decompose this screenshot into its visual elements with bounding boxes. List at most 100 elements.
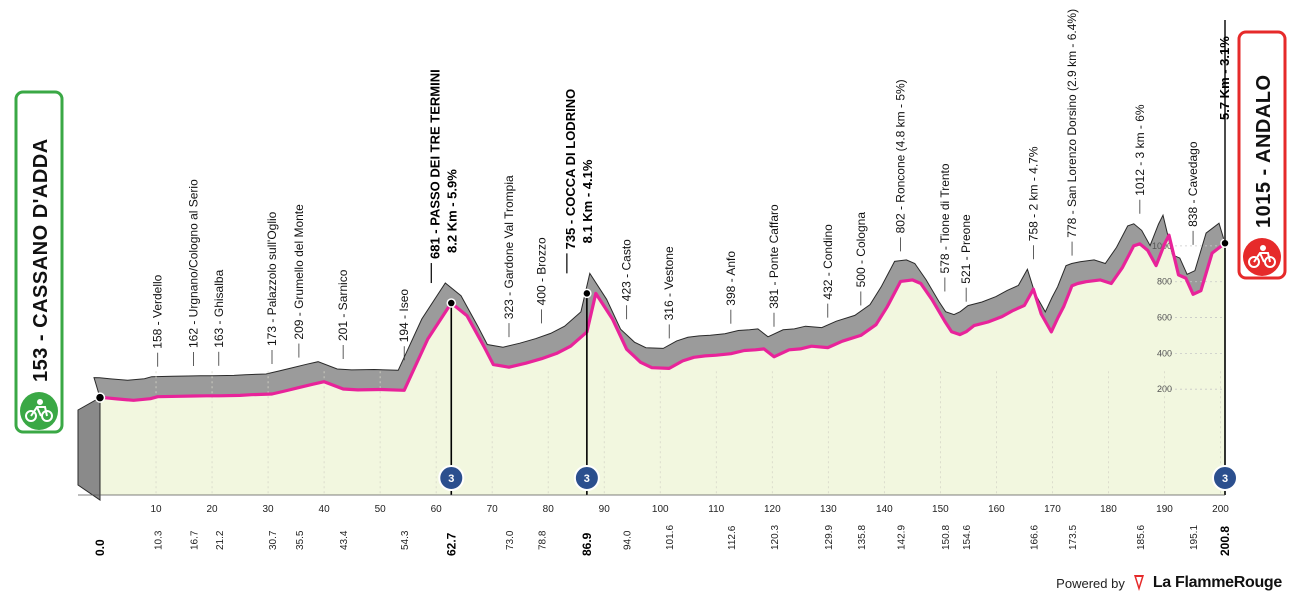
- route-label-17: 521 - Preone: [959, 214, 973, 284]
- km-marker-10-3: 10.3: [154, 530, 165, 550]
- powered-by-text: Powered by: [1056, 575, 1125, 591]
- x-tick-label-40: 40: [319, 504, 331, 515]
- x-tick-label-30: 30: [263, 504, 275, 515]
- km-marker-0-0: 0.0: [93, 539, 107, 556]
- km-marker-166-6: 166.6: [1029, 525, 1040, 550]
- route-label-2: 163 - Ghisalba: [212, 269, 226, 347]
- km-marker-86-9: 86.9: [580, 532, 594, 556]
- category-label-1: 3: [584, 473, 590, 485]
- elevation-label-800: 800: [1157, 277, 1172, 287]
- climb-name-1: 735 - COCCA DI LODRINO: [563, 89, 578, 250]
- x-tick-label-150: 150: [932, 504, 949, 515]
- km-marker-101-6: 101.6: [665, 525, 676, 550]
- x-tick-label-130: 130: [820, 504, 837, 515]
- finish-bike-icon: [1248, 245, 1276, 268]
- route-label-15: 802 - Roncone (4.8 km - 5%): [894, 79, 908, 233]
- km-marker-200-8: 200.8: [1218, 526, 1232, 556]
- km-marker-94-0: 94.0: [623, 530, 634, 550]
- route-label-12: 381 - Ponte Caffaro: [767, 204, 781, 309]
- x-tick-label-200: 200: [1212, 504, 1229, 515]
- start-point: [94, 392, 106, 403]
- x-tick-label-90: 90: [599, 504, 611, 515]
- climb-detail-1: 8.1 Km - 4.1%: [580, 159, 595, 243]
- start-label: 153 - CASSANO D'ADDA: [30, 138, 52, 382]
- km-marker-173-5: 173.5: [1068, 525, 1079, 550]
- route-label-7: 323 - Gardone Val Trompia: [502, 175, 516, 319]
- km-marker-62-7: 62.7: [444, 532, 458, 556]
- route-label-19: 778 - San Lorenzo Dorsino (2.9 km - 6.4%…: [1065, 9, 1079, 238]
- km-marker-16-7: 16.7: [190, 530, 201, 550]
- km-marker-35-5: 35.5: [295, 530, 306, 550]
- route-label-6: 194 - Iseo: [397, 289, 411, 343]
- km-marker-21-2: 21.2: [215, 530, 226, 550]
- start-bike-icon: [25, 399, 53, 422]
- elevation-label-400: 400: [1157, 348, 1172, 358]
- route-label-1: 162 - Urgnano/Cologno al Serio: [187, 179, 201, 348]
- x-tick-label-10: 10: [150, 504, 162, 515]
- elevation-label-200: 200: [1157, 384, 1172, 394]
- x-tick-label-160: 160: [988, 504, 1005, 515]
- terrain-left-edge: [77, 396, 101, 501]
- footer: Powered by La FlammeRouge: [1056, 574, 1282, 592]
- km-marker-195-1: 195.1: [1189, 525, 1200, 550]
- route-label-18: 758 - 2 km - 4.7%: [1026, 146, 1040, 241]
- km-marker-154-6: 154.6: [962, 525, 973, 550]
- category-badge-2: [1212, 465, 1238, 491]
- route-label-14: 500 - Cologna: [854, 212, 868, 288]
- finish-label: 1015 - ANDALO: [1253, 74, 1275, 228]
- climb-detail-0: 8.2 Km - 5.9%: [444, 169, 459, 253]
- climb-summit-dot-0: [446, 298, 457, 308]
- x-tick-label-100: 100: [652, 504, 669, 515]
- route-label-8: 400 - Brozzo: [535, 237, 549, 305]
- route-label-11: 398 - Anfo: [724, 251, 738, 306]
- km-marker-54-3: 54.3: [400, 530, 411, 550]
- x-tick-label-120: 120: [764, 504, 781, 515]
- elevation-label-1000: 1000: [1152, 241, 1172, 251]
- route-label-16: 578 - Tione di Trento: [938, 163, 952, 273]
- km-marker-135-8: 135.8: [857, 525, 868, 550]
- finish-badge: 1015 - ANDALO: [1237, 30, 1287, 280]
- category-badge-0: [438, 465, 465, 491]
- category-badge-1: [573, 465, 600, 491]
- x-tick-label-140: 140: [876, 504, 893, 515]
- x-tick-label-20: 20: [206, 504, 218, 515]
- brand-name: La FlammeRouge: [1152, 574, 1282, 591]
- km-marker-43-4: 43.4: [339, 530, 350, 550]
- route-label-5: 201 - Sarnico: [336, 269, 350, 341]
- route-line: [98, 233, 1227, 402]
- km-marker-150-8: 150.8: [941, 525, 952, 550]
- category-label-2: 3: [1222, 473, 1228, 485]
- route-label-0: 158 - Verdello: [151, 274, 165, 348]
- x-tick-label-180: 180: [1100, 504, 1117, 515]
- route-label-10: 316 - Vestone: [662, 246, 676, 320]
- route-label-20: 1012 - 3 km - 6%: [1133, 104, 1147, 196]
- flame-rouge-logo-icon: [1133, 575, 1144, 591]
- x-tick-label-70: 70: [487, 504, 499, 515]
- finish-badge-frame: [1237, 30, 1287, 280]
- x-tick-label-50: 50: [375, 504, 387, 515]
- route-label-4: 209 - Grumello del Monte: [292, 204, 306, 340]
- km-marker-120-3: 120.3: [770, 525, 781, 550]
- route-label-9: 423 - Casto: [620, 239, 634, 301]
- km-marker-142-9: 142.9: [897, 525, 908, 550]
- profile-plot: 200 400 600 800 1000 10 20 30 40 50 60 70 80 90 100 110…: [77, 9, 1238, 556]
- km-marker-185-6: 185.6: [1136, 525, 1147, 550]
- x-tick-label-60: 60: [431, 504, 443, 515]
- x-tick-label-170: 170: [1044, 504, 1061, 515]
- route-label-21: 838 - Cavedago: [1186, 141, 1200, 227]
- x-tick-label-190: 190: [1156, 504, 1173, 515]
- elevation-label-600: 600: [1157, 313, 1172, 323]
- x-tick-label-80: 80: [543, 504, 555, 515]
- km-marker-30-7: 30.7: [268, 530, 279, 550]
- start-badge: 153 - CASSANO D'ADDA: [14, 90, 64, 434]
- climb-name-0: 681 - PASSO DEI TRE TERMINI: [427, 69, 442, 259]
- route-label-3: 173 - Palazzolo sull'Oglio: [265, 211, 279, 346]
- x-tick-label-110: 110: [708, 504, 724, 515]
- route-label-13: 432 - Condino: [821, 224, 835, 300]
- km-marker-78-8: 78.8: [538, 530, 549, 550]
- category-label-0: 3: [448, 473, 454, 485]
- profile-background-area: [100, 235, 1225, 495]
- km-marker-112-6: 112.6: [727, 525, 738, 550]
- start-badge-frame: [14, 90, 64, 434]
